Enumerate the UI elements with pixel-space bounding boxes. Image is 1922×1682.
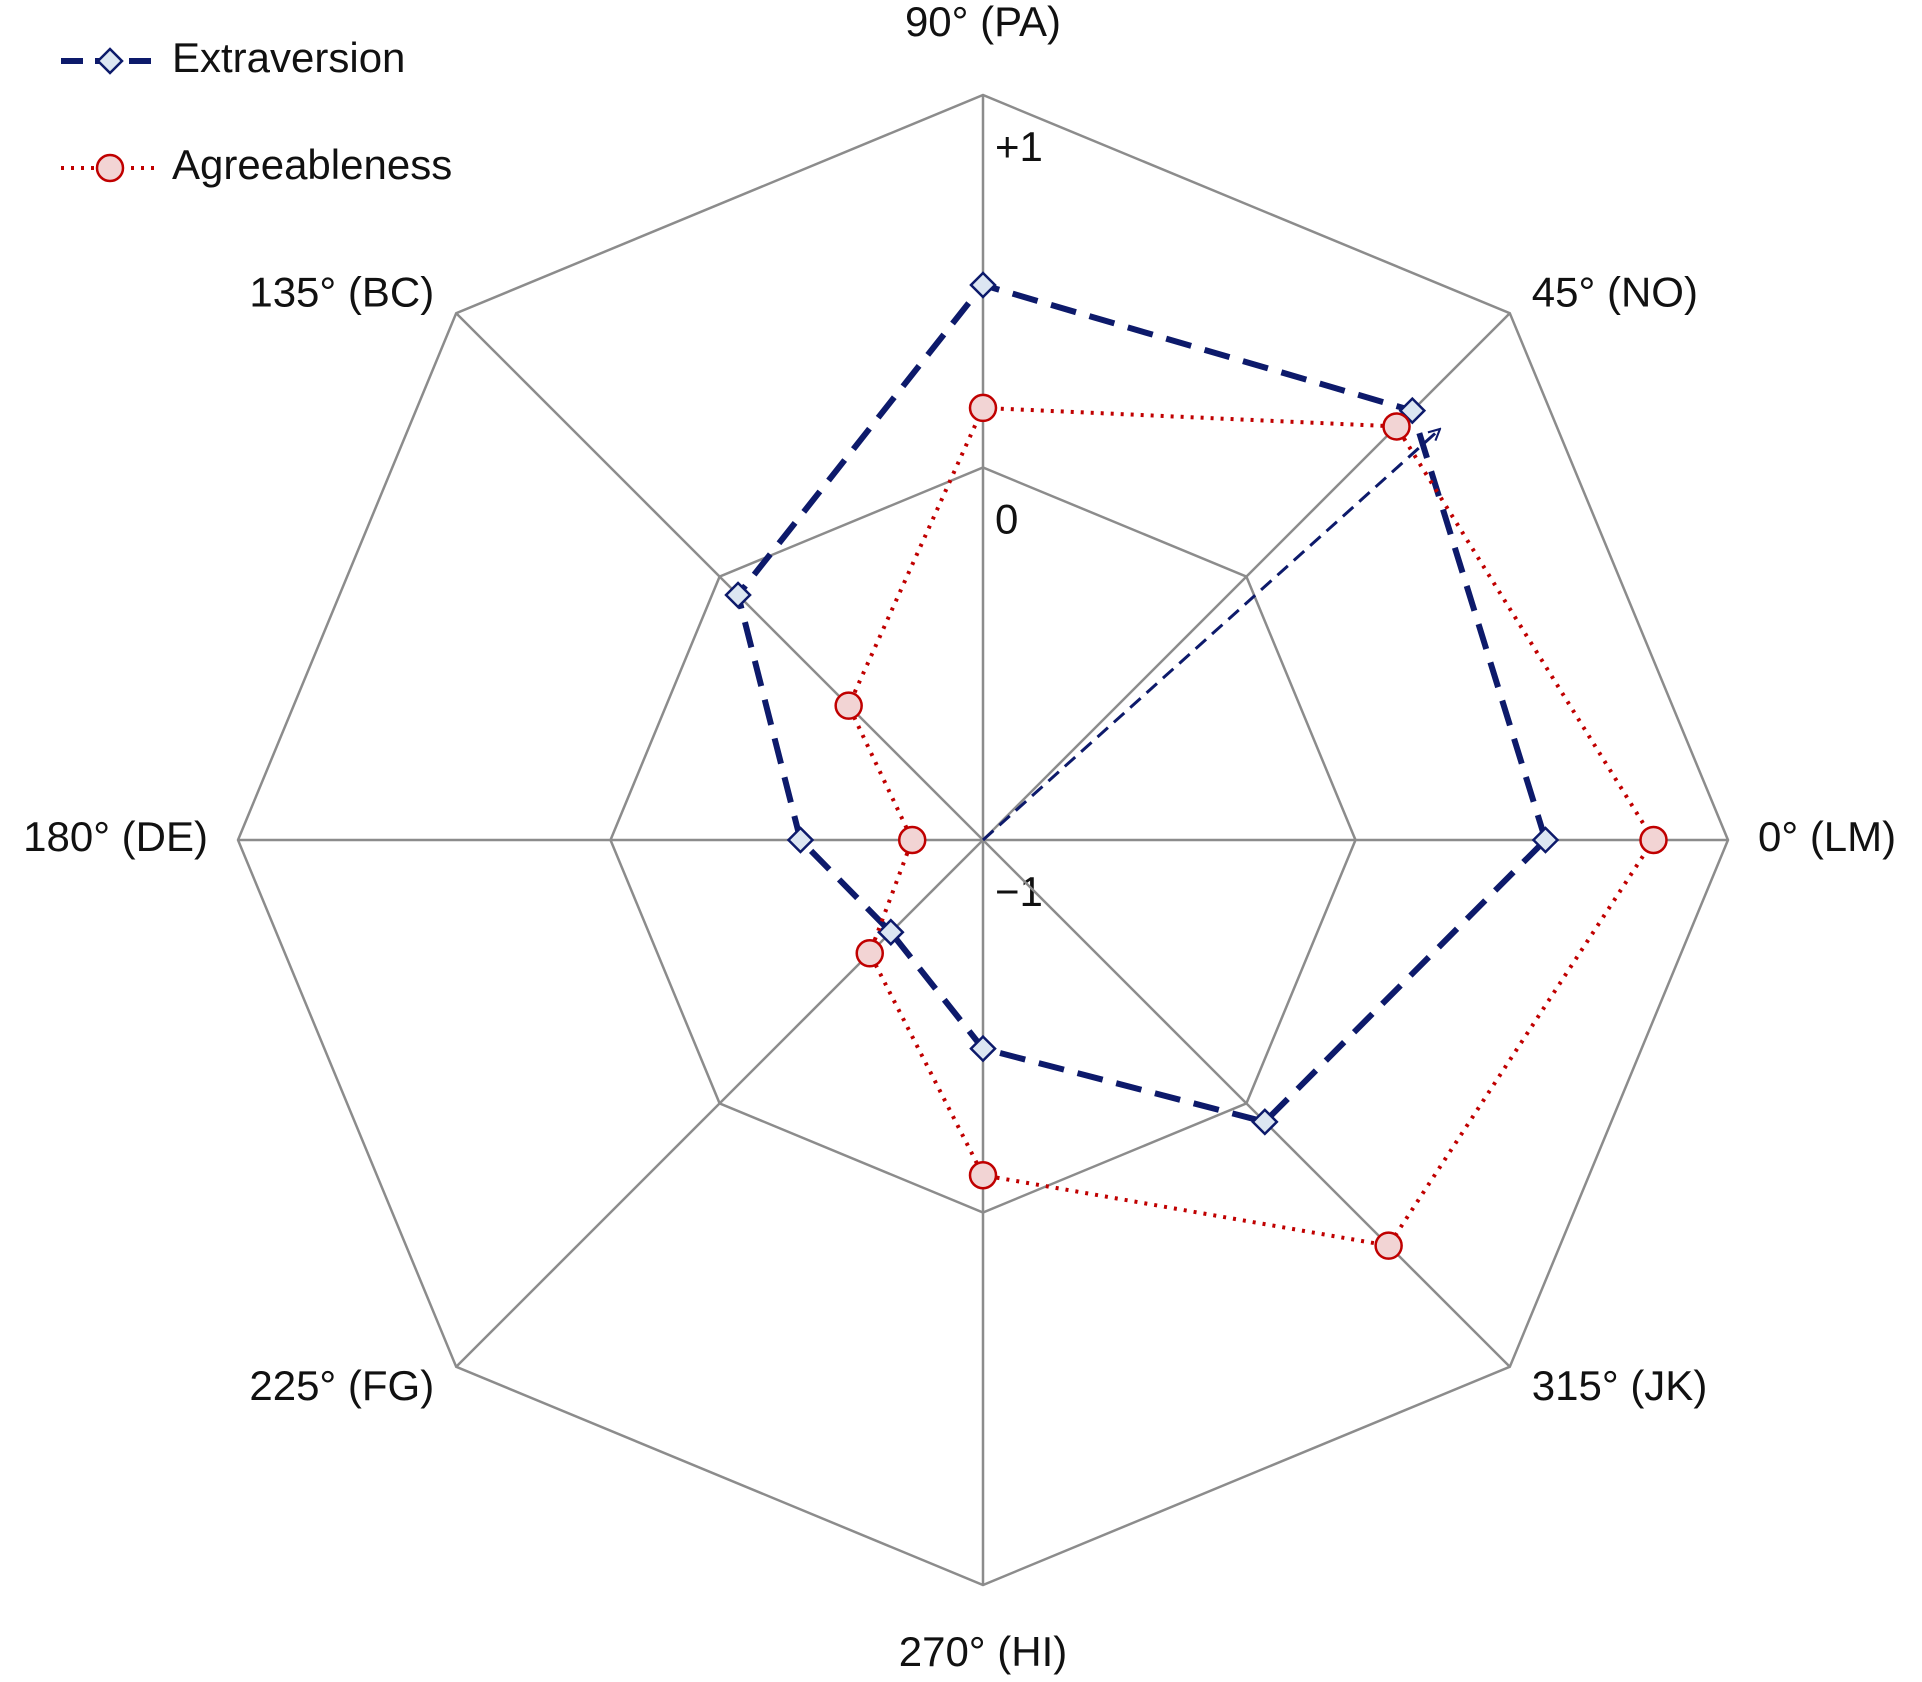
data-point (1639, 825, 1668, 855)
data-point (855, 939, 884, 968)
data-point (1374, 1231, 1403, 1260)
legend-label: Agreeableness (172, 141, 452, 188)
grid-spoke (455, 839, 984, 1368)
y-tick-label: 0 (995, 496, 1018, 543)
category-label: 180° (DE) (23, 813, 208, 860)
category-label: 0° (LM) (1758, 813, 1896, 860)
grid-spoke (982, 839, 1511, 1368)
plot (724, 271, 1668, 1260)
data-point (724, 581, 752, 609)
data-point (1251, 1108, 1279, 1136)
grid-spoke (455, 312, 984, 841)
legend-label: Extraversion (172, 34, 405, 81)
mean-vector-arrow (981, 429, 1440, 842)
legend-marker (96, 47, 124, 75)
data-point (834, 691, 863, 720)
data-point (969, 271, 997, 299)
series-line (846, 405, 1656, 1248)
category-label: 135° (BC) (249, 268, 434, 315)
data-point (877, 918, 905, 946)
category-label: 225° (FG) (249, 1362, 434, 1409)
data-point (786, 826, 815, 854)
data-point (1382, 412, 1411, 441)
legend-marker (95, 153, 125, 183)
grid: −10+10° (LM)45° (NO)90° (PA)135° (BC)180… (23, 0, 1896, 1675)
category-label: 270° (HI) (899, 1628, 1068, 1675)
category-label: 45° (NO) (1532, 268, 1698, 315)
data-point (897, 825, 927, 855)
data-point (968, 1161, 998, 1190)
data-point (968, 393, 998, 423)
y-tick-label: +1 (995, 123, 1043, 170)
data-point (1531, 826, 1560, 854)
category-label: 315° (JK) (1532, 1362, 1708, 1409)
category-label: 90° (PA) (905, 0, 1061, 45)
data-point (969, 1034, 997, 1063)
grid-spoke (982, 312, 1511, 841)
